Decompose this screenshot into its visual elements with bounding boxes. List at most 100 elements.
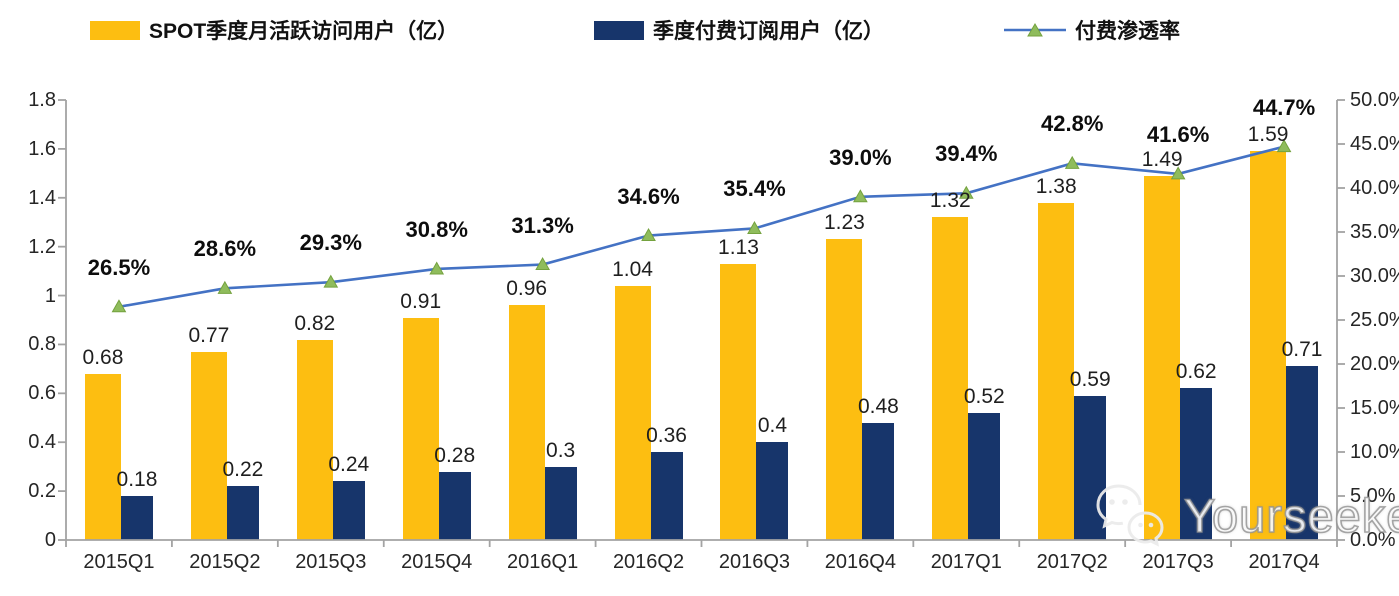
bar-mau [614,285,651,540]
bar-label-mau: 0.68 [82,345,124,369]
bar-label-mau: 1.04 [612,257,653,281]
penetration-label: 28.6% [193,236,257,262]
bar-label-subs: 0.52 [963,384,1005,408]
left-axis-tick-label: 1.8 [28,89,56,111]
bar-label-mau: 1.38 [1035,174,1077,198]
x-axis-label: 2015Q3 [295,551,367,573]
bar-label-subs: 0.71 [1281,338,1323,362]
x-axis-label: 2016Q2 [612,551,685,573]
penetration-label: 30.8% [405,216,468,242]
bar-label-subs: 0.48 [857,394,899,418]
left-axis-tick-label: 0 [44,529,56,551]
right-axis-tick-label: 50.0% [1350,89,1399,111]
bar-label-subs: 0.22 [222,458,264,482]
x-axis-label: 2017Q4 [1248,551,1320,573]
bar-subs [756,442,789,540]
penetration-label: 39.4% [935,141,998,167]
wechat-icon [1096,484,1164,547]
x-axis-label: 2015Q4 [401,551,473,573]
penetration-label: 41.6% [1146,121,1210,147]
penetration-marker [853,189,868,203]
bar-subs [438,471,471,540]
bar-subs [968,412,1001,540]
right-axis-tick-label: 40.0% [1350,177,1399,199]
x-axis-label: 2016Q1 [507,551,579,573]
bar-label-subs: 0.62 [1175,360,1217,384]
bar-label-subs: 0.59 [1069,367,1111,391]
bar-subs [1180,388,1213,540]
bar-mau [720,263,757,540]
left-axis-tick-label: 0.4 [28,431,56,454]
bar-label-mau: 0.96 [506,277,548,301]
penetration-label: 31.3% [511,212,574,238]
x-axis-label: 2015Q1 [83,551,155,573]
right-axis-tick-label: 25.0% [1350,309,1399,331]
bar-mau [508,305,545,540]
bar-label-mau: 1.23 [823,211,865,235]
bar-subs [1286,366,1319,540]
subs-legend-swatch [594,20,644,40]
left-axis-tick-label: 0.2 [28,480,56,503]
x-axis-label: 2016Q3 [718,551,791,573]
penetration-marker [1064,155,1080,169]
bar-label-subs: 0.28 [434,443,476,467]
bar-subs [226,486,259,540]
bar-label-mau: 1.13 [718,235,759,259]
bar-subs [120,496,153,540]
left-axis-tick-label: 1 [44,284,56,307]
legend-item-subs: 季度付费订阅用户（亿） [594,14,884,46]
mau-legend-label: SPOT季度月活跃访问用户（亿） [149,20,459,43]
left-axis-tick-label: 1.2 [28,235,56,258]
bar-label-mau: 1.59 [1247,123,1289,147]
penetration-marker [535,257,550,271]
penetration-marker [747,220,762,234]
bar-mau [932,217,969,540]
x-axis-label: 2017Q1 [930,551,1002,573]
bar-label-subs: 0.24 [328,453,370,477]
penetration-marker [217,280,233,294]
right-axis-tick-label: 45.0% [1350,133,1399,155]
bar-label-subs: 0.36 [646,424,687,447]
bar-label-mau: 0.77 [188,323,230,347]
penetration-line-swatch [1004,23,1066,37]
penetration-legend-label: 付费渗透率 [1075,20,1180,43]
right-axis-tick-label: 0.0% [1350,529,1396,551]
penetration-marker [111,299,127,313]
bar-label-mau: 1.49 [1141,147,1183,171]
left-axis-tick-label: 0.6 [28,382,56,405]
left-axis-tick-label: 1.6 [28,137,56,160]
right-axis-tick-label: 20.0% [1350,353,1399,375]
penetration-label: 29.3% [299,230,362,256]
bar-mau [826,239,863,540]
x-axis-label: 2017Q2 [1036,551,1108,573]
bar-mau [296,339,333,540]
right-axis-tick-label: 5.0% [1350,485,1396,507]
right-axis-tick-label: 15.0% [1350,397,1399,419]
right-axis-tick-label: 35.0% [1350,221,1399,243]
right-axis-tick-label: 10.0% [1350,441,1399,463]
subs-legend-label: 季度付费订阅用户（亿） [653,20,884,43]
penetration-marker [323,274,339,288]
bar-label-mau: 0.82 [294,311,336,335]
x-axis-label: 2017Q3 [1142,551,1214,573]
bar-label-subs: 0.18 [116,468,158,491]
watermark: Yourseeker [1096,482,1399,548]
bar-label-mau: 1.32 [929,189,971,213]
bar-label-subs: 0.4 [757,414,788,438]
penetration-marker [641,228,656,242]
penetration-label: 39.0% [829,144,892,170]
bar-subs [544,466,577,540]
bar-subs [862,422,895,540]
penetration-label: 35.4% [723,176,786,202]
bar-subs [332,481,365,540]
bar-label-mau: 0.91 [400,289,442,313]
bar-label-subs: 0.3 [546,438,576,462]
penetration-label: 42.8% [1041,111,1104,137]
mau-legend-swatch [90,20,140,40]
penetration-label: 44.7% [1252,94,1316,120]
x-axis-label: 2015Q2 [189,551,261,573]
penetration-label: 26.5% [87,254,151,280]
bar-subs [650,452,683,540]
left-axis-tick-label: 0.8 [28,333,56,356]
penetration-marker [429,261,445,275]
